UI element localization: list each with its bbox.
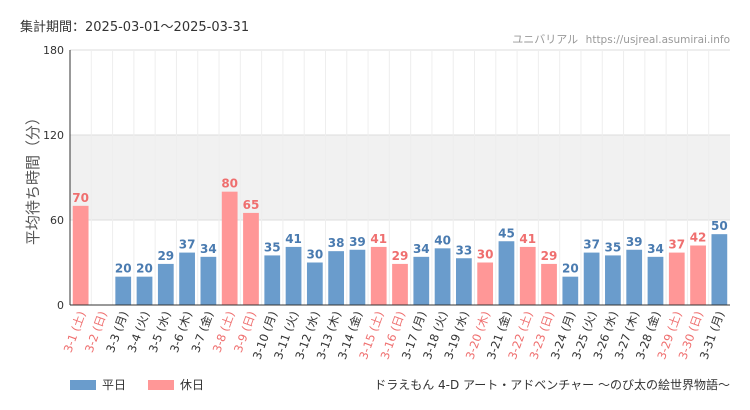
value-label: 29 [541, 249, 558, 263]
bar [392, 263, 408, 305]
bar [306, 262, 323, 305]
bar [370, 246, 387, 305]
value-label: 33 [456, 243, 473, 257]
bar [264, 255, 281, 305]
bar [72, 205, 89, 305]
value-label: 20 [562, 262, 579, 276]
y-tick-labels: 0 60 120 180 [43, 44, 64, 312]
bar [690, 245, 706, 305]
bar [562, 276, 579, 305]
value-label: 42 [690, 231, 707, 245]
bar [455, 258, 472, 305]
value-label: 29 [392, 249, 409, 263]
value-label: 39 [626, 235, 643, 249]
attraction-name: ドラえもん 4-D アート・アドベンチャー ～のび太の絵世界物語～ [374, 378, 730, 392]
value-label: 20 [136, 262, 153, 276]
value-label: 34 [200, 242, 217, 256]
bar [179, 252, 195, 305]
value-label: 20 [115, 262, 132, 276]
bar [519, 246, 536, 305]
legend-item-weekday[interactable]: 平日 [70, 376, 126, 393]
bar [541, 263, 557, 305]
value-label: 39 [349, 235, 366, 249]
bars [72, 191, 728, 305]
bar [605, 255, 621, 305]
value-labels: 70 20 20 29 37 34 80 65 35 41 30 38 39 41 29 34 40 33 30 45… [72, 177, 727, 276]
legend-label-holiday: 休日 [180, 378, 205, 392]
value-label: 30 [306, 248, 323, 262]
bar [243, 212, 259, 305]
legend: 平日 休日 [70, 376, 204, 393]
y-tick-label: 120 [43, 129, 64, 142]
bar [668, 252, 685, 305]
bar [136, 276, 153, 305]
value-label: 30 [477, 248, 494, 262]
bar [328, 251, 345, 305]
period-label: 集計期間：2025-03-01～2025-03-31 [20, 20, 250, 35]
legend-swatch-weekday [70, 379, 96, 390]
bar [221, 191, 238, 305]
bar [349, 249, 366, 305]
bar [413, 256, 430, 305]
legend-item-holiday[interactable]: 休日 [148, 376, 204, 393]
bar [200, 256, 217, 305]
value-label: 37 [668, 238, 685, 252]
value-label: 34 [413, 242, 430, 256]
bar [626, 249, 643, 305]
value-label: 35 [264, 240, 281, 254]
value-label: 29 [157, 249, 174, 263]
bar [647, 256, 664, 305]
bar [157, 263, 174, 305]
value-label: 80 [221, 177, 238, 191]
value-label: 37 [583, 238, 600, 252]
bar [434, 248, 451, 305]
source-credit[interactable]: ユニバリアル https://usjreal.asumirai.info [512, 31, 730, 47]
x-tick-labels: 3-1 (土)3-2 (日)3-3 (月)3-4 (火)3-5 (水)3-6 (… [61, 309, 728, 361]
value-label: 50 [711, 219, 728, 233]
shaded-band [70, 135, 730, 220]
legend-label-weekday: 平日 [102, 378, 127, 392]
value-label: 34 [647, 242, 664, 256]
value-label: 41 [370, 232, 387, 246]
value-label: 70 [72, 191, 89, 205]
value-label: 35 [605, 240, 622, 254]
legend-swatch-holiday [148, 379, 175, 390]
value-label: 45 [498, 226, 515, 240]
source-url[interactable]: https://usjreal.asumirai.info [585, 34, 730, 46]
y-axis-label: 平均待ち時間（分） [24, 110, 42, 245]
source-name: ユニバリアル [512, 33, 579, 46]
y-tick-label: 180 [43, 44, 64, 57]
value-label: 38 [328, 236, 345, 250]
bar [583, 252, 600, 305]
value-label: 40 [434, 233, 451, 247]
y-tick-label: 60 [50, 214, 64, 227]
y-tick-label: 0 [57, 299, 64, 312]
value-label: 41 [519, 232, 536, 246]
bar [285, 246, 302, 305]
bar [115, 276, 132, 305]
bar [498, 241, 515, 305]
value-label: 37 [179, 238, 196, 252]
bar [711, 234, 728, 305]
bar [477, 262, 494, 305]
value-label: 65 [243, 198, 260, 212]
value-label: 41 [285, 232, 302, 246]
